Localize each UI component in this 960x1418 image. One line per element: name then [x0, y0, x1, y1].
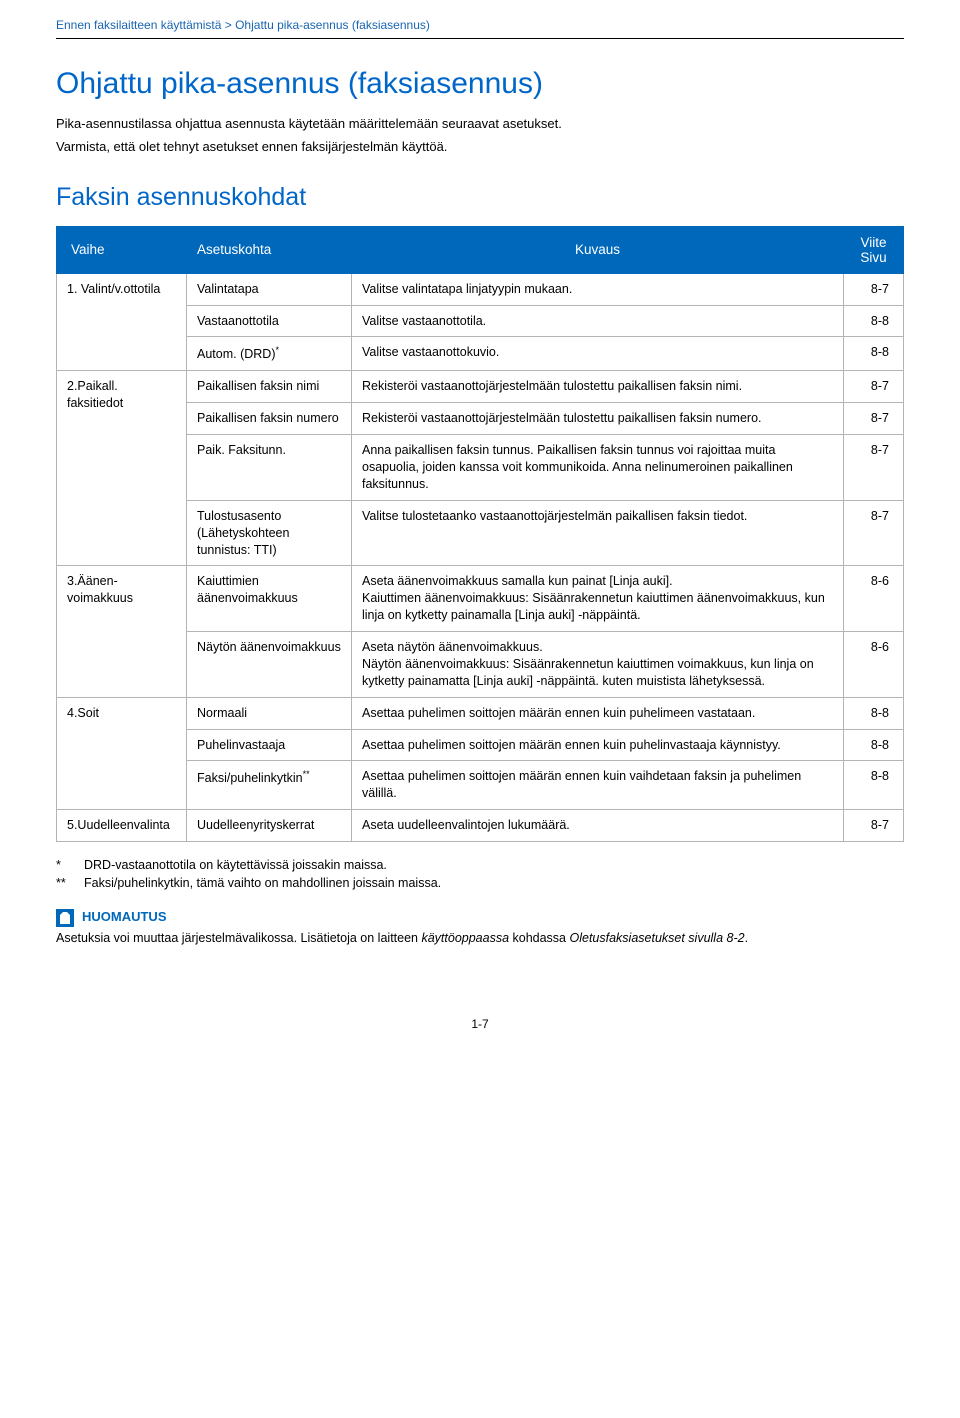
cell-kuvaus: Aseta äänenvoimakkuus samalla kun painat… [352, 566, 844, 632]
cell-viite: 8-7 [844, 810, 904, 842]
cell-viite: 8-7 [844, 371, 904, 403]
note-text: Asetuksia voi muuttaa järjestelmävalikos… [56, 929, 904, 947]
table-row: 5.UudelleenvalintaUudelleenyrityskerratA… [57, 810, 904, 842]
cell-viite: 8-7 [844, 500, 904, 566]
cell-kuvaus: Aseta uudelleenvalintojen lukumäärä. [352, 810, 844, 842]
cell-asetuskohta: Kaiuttimien äänenvoimakkuus [187, 566, 352, 632]
cell-viite: 8-6 [844, 632, 904, 698]
cell-viite: 8-8 [844, 337, 904, 371]
cell-viite: 8-7 [844, 403, 904, 435]
table-header-viite: Viite Sivu [844, 226, 904, 273]
table-header-asetuskohta: Asetuskohta [187, 226, 352, 273]
cell-asetuskohta: Autom. (DRD)* [187, 337, 352, 371]
cell-viite: 8-8 [844, 761, 904, 810]
cell-viite: 8-8 [844, 729, 904, 761]
intro-text-1: Pika-asennustilassa ohjattua asennusta k… [56, 115, 904, 134]
cell-kuvaus: Valitse vastaanottokuvio. [352, 337, 844, 371]
footnote-mark: * [56, 856, 84, 874]
cell-kuvaus: Valitse valintatapa linjatyypin mukaan. [352, 273, 844, 305]
cell-viite: 8-8 [844, 305, 904, 337]
cell-kuvaus: Valitse vastaanottotila. [352, 305, 844, 337]
table-row: 3.Äänen-voimakkuusKaiuttimien äänenvoima… [57, 566, 904, 632]
footnote-mark: ** [56, 874, 84, 892]
cell-asetuskohta: Uudelleenyrityskerrat [187, 810, 352, 842]
cell-vaihe: 4.Soit [57, 697, 187, 810]
note-title: HUOMAUTUS [82, 908, 167, 927]
cell-vaihe: 3.Äänen-voimakkuus [57, 566, 187, 697]
page-number: 1-7 [56, 1017, 904, 1031]
footnote-row: **Faksi/puhelinkytkin, tämä vaihto on ma… [56, 874, 904, 892]
cell-kuvaus: Rekisteröi vastaanottojärjestelmään tulo… [352, 371, 844, 403]
footnote-text: Faksi/puhelinkytkin, tämä vaihto on mahd… [84, 874, 441, 892]
intro-text-2: Varmista, että olet tehnyt asetukset enn… [56, 138, 904, 157]
cell-kuvaus: Asettaa puhelimen soittojen määrän ennen… [352, 729, 844, 761]
note-icon [56, 909, 74, 927]
cell-kuvaus: Asettaa puhelimen soittojen määrän ennen… [352, 761, 844, 810]
table-row: 4.SoitNormaaliAsettaa puhelimen soittoje… [57, 697, 904, 729]
cell-viite: 8-6 [844, 566, 904, 632]
cell-vaihe: 5.Uudelleenvalinta [57, 810, 187, 842]
cell-kuvaus: Anna paikallisen faksin tunnus. Paikalli… [352, 435, 844, 501]
table-header-vaihe: Vaihe [57, 226, 187, 273]
cell-viite: 8-7 [844, 435, 904, 501]
cell-kuvaus: Valitse tulostetaanko vastaanottojärjest… [352, 500, 844, 566]
settings-table: Vaihe Asetuskohta Kuvaus Viite Sivu 1. V… [56, 226, 904, 842]
section-title: Faksin asennuskohdat [56, 183, 904, 212]
table-row: 1. Valint/v.ottotilaValintatapaValitse v… [57, 273, 904, 305]
cell-viite: 8-7 [844, 273, 904, 305]
cell-viite: 8-8 [844, 697, 904, 729]
cell-vaihe: 2.Paikall. faksitiedot [57, 371, 187, 566]
footnote-row: *DRD-vastaanottotila on käytettävissä jo… [56, 856, 904, 874]
cell-asetuskohta: Paikallisen faksin nimi [187, 371, 352, 403]
cell-asetuskohta: Tulostusasento (Lähetyskohteen tunnistus… [187, 500, 352, 566]
breadcrumb-separator [56, 38, 904, 39]
table-header-kuvaus: Kuvaus [352, 226, 844, 273]
cell-vaihe: 1. Valint/v.ottotila [57, 273, 187, 371]
cell-asetuskohta: Puhelinvastaaja [187, 729, 352, 761]
footnotes: *DRD-vastaanottotila on käytettävissä jo… [56, 856, 904, 892]
cell-asetuskohta: Vastaanottotila [187, 305, 352, 337]
note-box: HUOMAUTUS Asetuksia voi muuttaa järjeste… [56, 908, 904, 947]
cell-kuvaus: Rekisteröi vastaanottojärjestelmään tulo… [352, 403, 844, 435]
table-row: 2.Paikall. faksitiedotPaikallisen faksin… [57, 371, 904, 403]
breadcrumb: Ennen faksilaitteen käyttämistä > Ohjatt… [56, 18, 904, 32]
cell-asetuskohta: Paik. Faksitunn. [187, 435, 352, 501]
footnote-text: DRD-vastaanottotila on käytettävissä joi… [84, 856, 387, 874]
cell-asetuskohta: Näytön äänenvoimakkuus [187, 632, 352, 698]
cell-kuvaus: Asettaa puhelimen soittojen määrän ennen… [352, 697, 844, 729]
cell-asetuskohta: Paikallisen faksin numero [187, 403, 352, 435]
cell-asetuskohta: Normaali [187, 697, 352, 729]
page-title: Ohjattu pika-asennus (faksiasennus) [56, 67, 904, 101]
cell-asetuskohta: Faksi/puhelinkytkin** [187, 761, 352, 810]
cell-kuvaus: Aseta näytön äänenvoimakkuus. Näytön ään… [352, 632, 844, 698]
cell-asetuskohta: Valintatapa [187, 273, 352, 305]
